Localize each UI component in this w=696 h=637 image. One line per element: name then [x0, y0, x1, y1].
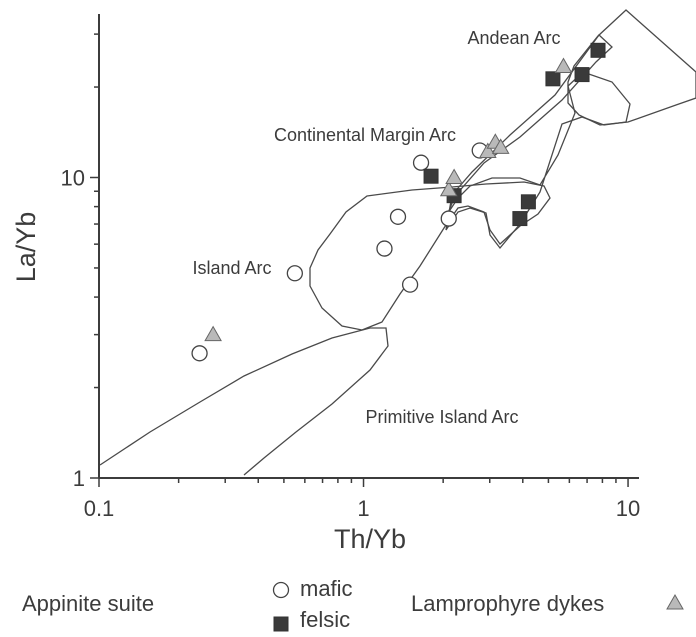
felsic-point	[520, 194, 536, 210]
mafic-point	[440, 210, 457, 227]
lamprophyre-point	[204, 325, 222, 342]
legend-lamprophyre-label: Lamprophyre dykes	[411, 591, 605, 616]
label-island-arc: Island Arc	[192, 258, 271, 278]
legend-felsic-label: felsic	[300, 607, 351, 632]
x-tick-label: 10	[616, 496, 640, 521]
data-points	[191, 42, 606, 362]
mafic-point	[191, 345, 208, 362]
label-continental-margin-arc: Continental Margin Arc	[274, 125, 456, 145]
legend-felsic-marker	[273, 616, 289, 632]
lamprophyre-point	[478, 142, 497, 159]
legend-appinite-suite: Appinite suite	[22, 591, 155, 616]
lamprophyre-point	[439, 180, 458, 197]
legend-markers	[272, 581, 290, 632]
felsic-point	[574, 67, 590, 83]
mafic-point	[389, 208, 407, 225]
axes: 0.1 1 10 1 10	[61, 14, 640, 521]
mafic-point	[376, 240, 393, 257]
label-primitive-island-arc: Primitive Island Arc	[365, 407, 518, 427]
y-tick-label: 1	[73, 466, 85, 491]
legend-mafic-label: mafic	[300, 576, 353, 601]
legend-lamprophyre-marker	[666, 593, 684, 610]
felsic-point	[590, 42, 606, 58]
mafic-point	[412, 154, 430, 171]
felsic-point	[545, 71, 561, 87]
y-tick-label: 10	[61, 165, 85, 190]
scatter-plot: Andean Arc Continental Margin Arc Island…	[11, 9, 696, 554]
label-andean-arc: Andean Arc	[467, 28, 560, 48]
lamprophyre-point	[554, 57, 573, 74]
x-tick-label: 1	[357, 496, 369, 521]
y-axis-label: La/Yb	[11, 212, 41, 283]
field-continental-margin-arc	[445, 34, 631, 250]
legend-mafic-marker	[272, 581, 290, 599]
field-island-arc	[309, 181, 551, 331]
mafic-point	[401, 276, 419, 293]
mafic-point	[286, 265, 303, 282]
x-axis-label: Th/Yb	[334, 524, 406, 554]
tectonic-fields	[99, 9, 696, 476]
felsic-point	[423, 168, 439, 184]
x-tick-label: 0.1	[84, 496, 115, 521]
felsic-point	[512, 211, 528, 227]
lamprophyre-point	[445, 168, 463, 184]
lamprophyre-point	[491, 138, 510, 154]
field-primitive-island-arc	[99, 327, 389, 476]
